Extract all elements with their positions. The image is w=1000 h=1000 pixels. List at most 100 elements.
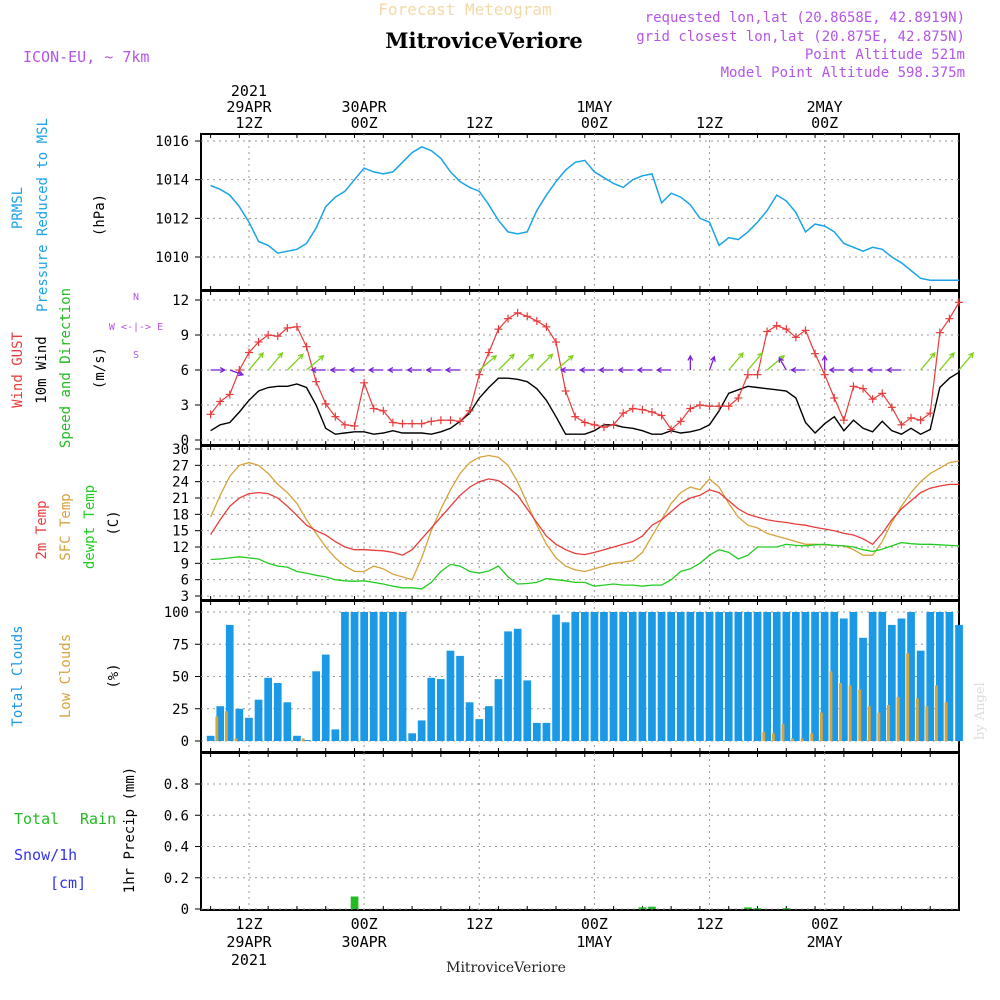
wind-barb-head xyxy=(778,355,786,361)
rain-bar xyxy=(744,907,752,909)
temp-label-sfc: SFC Temp xyxy=(58,493,74,560)
wind-barb xyxy=(555,355,574,371)
low-cloud-bar xyxy=(810,733,814,741)
rain-bar xyxy=(648,906,656,909)
precip-label-total: Total xyxy=(14,810,59,828)
low-cloud-bar xyxy=(935,685,938,741)
total-cloud-bar xyxy=(542,722,551,741)
wind-barb-head xyxy=(968,352,974,359)
wind-barb-head xyxy=(277,352,284,359)
time-label-bottom: 12Z xyxy=(696,915,723,933)
wind-barb-head xyxy=(406,367,413,373)
ytick-label-temp: 15 xyxy=(172,524,189,540)
ytick-label-temp: 18 xyxy=(172,507,189,523)
time-label-top: 00Z xyxy=(351,114,378,132)
low-cloud-bar xyxy=(867,706,871,741)
wind-barb-head xyxy=(219,367,226,373)
low-cloud-bar xyxy=(829,671,833,741)
wind-barb-head xyxy=(425,367,432,373)
wind-barb xyxy=(478,355,497,371)
time-label-bottom: 1MAY xyxy=(576,933,612,951)
time-label-bottom: 30APR xyxy=(342,933,388,951)
sfc-temp-line xyxy=(210,454,960,581)
ytick-label-wind: 6 xyxy=(181,363,189,379)
time-label-bottom: 2021 xyxy=(231,951,267,969)
ytick-label-precip: 0.8 xyxy=(164,777,189,793)
wind-barb-head xyxy=(547,353,554,360)
wind-barb-head xyxy=(828,367,835,373)
low-cloud-bar xyxy=(791,738,794,741)
wind-barb xyxy=(920,352,936,371)
wind-labels: Wind GUST 10m Wind Speed and Direction (… xyxy=(10,288,163,448)
total-cloud-bar xyxy=(254,699,263,741)
total-cloud-bar xyxy=(456,655,464,741)
total-cloud-bar xyxy=(792,612,800,741)
low-cloud-bar xyxy=(848,685,852,741)
temp-labels: 2m Temp SFC Temp dewpt Temp (C) xyxy=(34,485,122,569)
requested-point: requested lon,lat (20.8658E, 42.8919N) xyxy=(645,10,965,26)
total-cloud-bar xyxy=(609,612,618,741)
time-label-bottom: 12Z xyxy=(466,915,493,933)
total-cloud-bar xyxy=(504,631,512,741)
total-cloud-bar xyxy=(494,679,503,741)
wind-barb xyxy=(747,352,763,371)
total-cloud-bar xyxy=(945,612,954,741)
wind-barb-head xyxy=(310,367,317,373)
wind-barb-head xyxy=(367,367,375,373)
watermark: by Angel xyxy=(973,682,988,740)
footer-location: MitroviceVeriore xyxy=(446,960,566,976)
temp2m-line xyxy=(210,478,959,556)
low-cloud-bar xyxy=(877,712,881,741)
rain-bar xyxy=(350,896,359,909)
total-cloud-bar xyxy=(552,614,560,741)
ytick-label-pressure: 1012 xyxy=(155,211,189,227)
ytick-label-clouds: 25 xyxy=(172,702,189,718)
ytick-label-clouds: 0 xyxy=(181,734,189,750)
total-cloud-bar xyxy=(801,612,810,741)
total-cloud-bar xyxy=(878,612,887,741)
ytick-label-pressure: 1010 xyxy=(155,250,189,266)
total-cloud-bar xyxy=(811,612,819,741)
total-cloud-bar xyxy=(533,722,541,741)
wind-barb-head xyxy=(866,367,873,373)
total-cloud-bar xyxy=(523,680,532,741)
wind-barb-head xyxy=(617,367,624,373)
total-cloud-bar xyxy=(715,612,723,741)
wind-barb-head xyxy=(821,354,828,361)
low-cloud-bar xyxy=(858,689,862,741)
wind-barb xyxy=(939,352,955,371)
low-cloud-bar xyxy=(762,732,766,741)
compass-south: S xyxy=(133,350,139,361)
total-cloud-bar xyxy=(360,612,368,741)
precip-labels: Total Rain Snow/1h [cm] 1hr Precip (mm) xyxy=(14,767,138,893)
time-label-top: 00Z xyxy=(581,114,608,132)
ytick-label-temp: 27 xyxy=(172,458,189,474)
ytick-label-wind: 12 xyxy=(172,293,189,309)
total-cloud-bar xyxy=(840,618,848,741)
wind-barb-head xyxy=(567,355,574,361)
total-cloud-bar xyxy=(619,612,627,741)
wind-label-gust: Wind GUST xyxy=(10,332,26,408)
rain-bar xyxy=(782,908,791,910)
ytick-label-clouds: 100 xyxy=(164,605,189,621)
wind-barb xyxy=(517,353,534,371)
total-cloud-bar xyxy=(916,650,925,741)
compass-north: N xyxy=(133,292,139,303)
time-label-top: 12Z xyxy=(466,114,493,132)
total-cloud-bar xyxy=(446,650,455,741)
wind-barb-head xyxy=(387,367,394,373)
model-altitude: Model Point Altitude 598.375m xyxy=(721,65,965,81)
time-label-bottom: 00Z xyxy=(811,915,838,933)
total-cloud-bar xyxy=(600,612,608,741)
total-cloud-bar xyxy=(485,706,493,741)
cloud-labels: Total Clouds Low Clouds (%) xyxy=(10,625,122,726)
time-label-top: 12Z xyxy=(696,114,723,132)
wind-barb-head xyxy=(559,367,566,373)
total-cloud-bar xyxy=(955,624,963,741)
time-label-bottom: 29APR xyxy=(226,933,272,951)
wind-barb-head xyxy=(237,370,245,377)
total-cloud-bar xyxy=(398,612,407,741)
precip-label-rain: Rain xyxy=(80,810,116,828)
